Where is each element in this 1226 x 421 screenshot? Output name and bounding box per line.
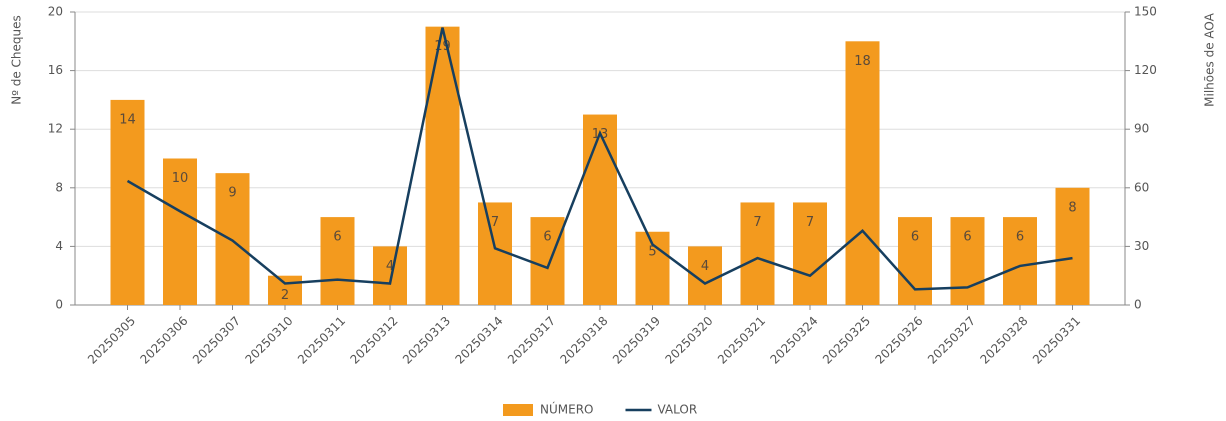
data-label: 6 — [963, 230, 971, 245]
y-tick-label: 16 — [48, 63, 63, 77]
data-label: 4 — [701, 259, 709, 274]
bar — [530, 217, 565, 305]
x-tick-label: 20250312 — [348, 314, 401, 367]
y2-tick-label: 0 — [1134, 298, 1142, 312]
legend-label: VALOR — [657, 403, 697, 417]
data-label: 6 — [1016, 230, 1024, 245]
x-tick-label: 20250310 — [243, 314, 296, 367]
x-tick-label: 20250327 — [925, 314, 978, 367]
data-label: 18 — [854, 54, 871, 69]
y-tick-label: 12 — [48, 122, 63, 136]
data-label: 7 — [753, 215, 761, 230]
x-tick-label: 20250307 — [190, 314, 243, 367]
x-tick-label: 20250320 — [663, 314, 716, 367]
x-tick-label: 20250326 — [873, 314, 926, 367]
x-tick-label: 20250313 — [400, 314, 453, 367]
bar — [1055, 187, 1090, 305]
y2-tick-label: 30 — [1134, 239, 1149, 253]
bar — [320, 217, 355, 305]
y-axis-title: Nº de Cheques — [10, 15, 24, 104]
line — [126, 27, 1073, 291]
x-tick-label: 20250328 — [978, 314, 1031, 367]
bar — [793, 202, 827, 305]
data-label: 5 — [648, 244, 656, 259]
bar — [845, 41, 880, 306]
x-tick-label: 20250319 — [610, 314, 663, 367]
y-tick-label: 4 — [55, 239, 63, 253]
bar — [950, 217, 985, 305]
y-tick-label: 0 — [55, 298, 63, 312]
bar — [110, 99, 145, 306]
x-tick-label: 20250305 — [85, 314, 138, 367]
data-label: 6 — [333, 230, 341, 245]
data-label: 2 — [281, 288, 289, 303]
y2-tick-label: 60 — [1134, 180, 1149, 194]
y2-axis-title: Milhões de AOA — [1203, 12, 1217, 106]
x-tick-label: 20250321 — [715, 314, 768, 367]
y2-tick-label: 120 — [1134, 63, 1157, 77]
x-tick-label: 20250318 — [558, 314, 611, 367]
x-tick-label: 20250324 — [768, 314, 821, 367]
legend-swatch — [503, 404, 533, 416]
data-label: 6 — [911, 230, 919, 245]
x-tick-label: 20250306 — [138, 314, 191, 367]
data-label: 6 — [543, 230, 551, 245]
y-tick-label: 20 — [48, 5, 63, 19]
bar — [583, 114, 617, 305]
y2-tick-label: 150 — [1134, 5, 1157, 19]
bar — [373, 246, 407, 305]
bar — [1003, 217, 1037, 305]
x-tick-label: 20250325 — [820, 314, 873, 367]
bar — [268, 275, 302, 305]
data-label: 7 — [491, 215, 499, 230]
data-label: 8 — [1068, 200, 1076, 215]
bar — [740, 202, 775, 305]
data-label: 4 — [386, 259, 394, 274]
legend-label: NÚMERO — [540, 402, 593, 417]
bar — [425, 26, 460, 306]
data-label: 10 — [172, 171, 189, 186]
y-tick-label: 8 — [55, 180, 63, 194]
x-tick-label: 20250317 — [505, 314, 558, 367]
x-tick-label: 20250311 — [295, 314, 348, 367]
bar — [215, 173, 250, 305]
x-tick-label: 20250314 — [453, 314, 506, 367]
x-tick-label: 20250331 — [1030, 314, 1083, 367]
y2-tick-label: 90 — [1134, 122, 1149, 136]
data-label: 7 — [806, 215, 814, 230]
bar — [163, 158, 197, 305]
data-label: 9 — [228, 186, 236, 201]
data-label: 14 — [119, 112, 136, 127]
